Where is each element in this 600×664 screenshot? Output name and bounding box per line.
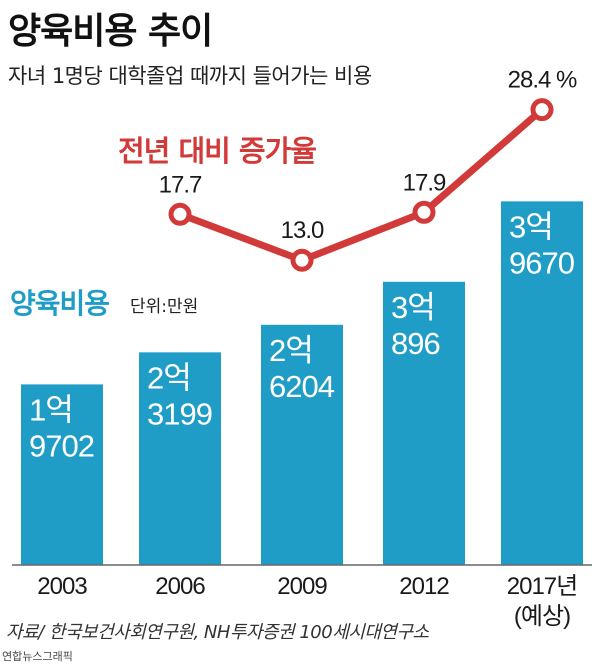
x-tick-label: 2009 [277,573,327,600]
x-tick-label: (예상) [514,603,570,630]
credit-note: 연합뉴스그래픽 [2,650,73,663]
x-tick-label: 2012 [399,573,449,600]
bar-2003 [21,384,103,565]
bar-value-label: 6204 [269,369,335,404]
growth-rate-label: 28.4 % [508,67,577,94]
chart-subtitle: 자녀 1명당 대학졸업 때까지 들어가는 비용 [8,64,372,88]
source-note: 자료/ 한국보건사회연구원, NH투자증권 100세시대연구소 [6,622,429,643]
growth-rate-line [178,107,545,264]
growth-rate-point [168,202,192,226]
x-tick-label: 2006 [155,573,205,600]
growth-rate-point [290,248,314,272]
bar-value-label: 9670 [509,245,575,280]
bar-value-label: 3억 [391,290,435,325]
growth-rate-point [412,200,436,224]
bar-value-label: 3억 [509,209,553,244]
x-tick-label: 2003 [37,573,87,600]
cost-unit-label: 단위:만원 [130,297,199,317]
bar-2017년 [501,201,583,565]
x-tick-label: 2017년 [507,573,577,600]
growth-rate-label: 17.7 [159,171,202,198]
bar-2009 [261,324,343,565]
bar-2006 [139,352,221,565]
chart-title: 양육비용 추이 [8,11,213,52]
growth-rate-point [530,98,554,122]
bar-value-label: 2억 [269,333,313,368]
cost-series-label: 양육비용 [10,287,110,320]
growth-rate-label: 17.9 [403,169,446,196]
bar-value-label: 3199 [147,396,212,431]
bar-value-label: 1억 [29,392,73,427]
bar-value-label: 9702 [29,428,94,463]
bar-value-label: 2억 [147,360,191,395]
growth-rate-label: 13.0 [281,217,324,244]
bar-value-label: 896 [391,326,440,361]
bar-2012 [383,281,465,565]
growth-rate-series-label: 전년 대비 증가율 [118,134,317,168]
